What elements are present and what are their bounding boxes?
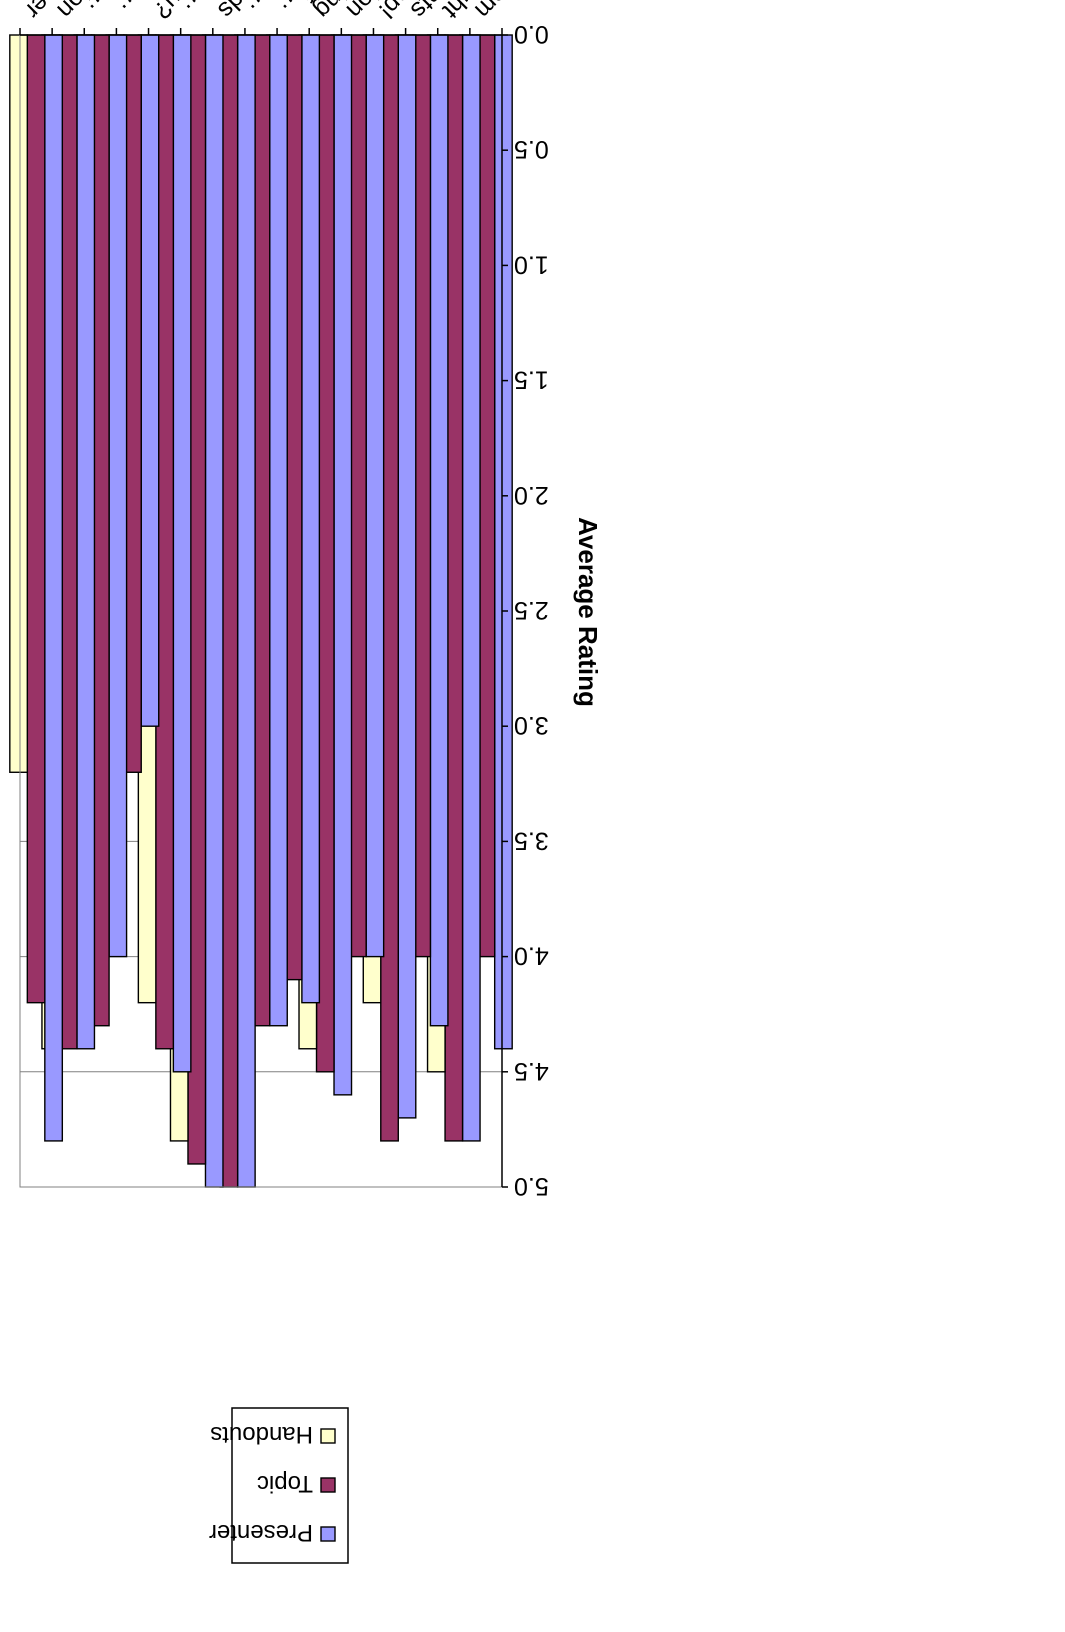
legend-label-handouts: Handouts <box>210 1421 313 1448</box>
bar-handouts-15 <box>9 34 29 773</box>
value-tick-label: 4.0 <box>514 942 549 970</box>
value-tick-label: 3.0 <box>514 711 549 739</box>
value-tick-label: 2.0 <box>514 481 549 509</box>
bar-presenter-8 <box>269 34 288 1027</box>
value-tick-label: 2.5 <box>514 596 549 624</box>
value-tick-label: 0.5 <box>514 135 549 163</box>
legend-swatch-handouts <box>320 1428 336 1444</box>
category-label-2: 21st Century Food for Thought <box>437 0 697 24</box>
bar-presenter-1 <box>493 34 513 1050</box>
bar-presenter-3 <box>429 34 449 1027</box>
bar-presenter-5 <box>365 34 385 958</box>
bar-presenter-14 <box>76 34 96 1050</box>
bar-presenter-15 <box>44 34 64 1142</box>
value-tick-label: 5.0 <box>514 1172 549 1200</box>
value-axis-title: Average Rating <box>573 517 603 707</box>
value-tick-label: 1.0 <box>514 250 549 278</box>
bar-presenter-7 <box>301 34 321 1004</box>
chart-rotated-group: 0.00.51.01.52.02.53.03.54.04.55.0Bits & … <box>9 0 904 1564</box>
bar-topic-15 <box>26 34 46 1004</box>
value-tick-label: 1.5 <box>514 366 549 394</box>
legend-swatch-topic <box>320 1477 336 1493</box>
value-tick-label: 3.5 <box>514 826 549 854</box>
bar-presenter-12 <box>140 34 160 727</box>
legend-label-presenter: Presenter <box>209 1519 313 1546</box>
bar-presenter-2 <box>461 34 481 1142</box>
bar-presenter-4 <box>397 34 417 1119</box>
value-tick-label: 4.5 <box>514 1057 549 1085</box>
bar-presenter-13 <box>108 34 128 958</box>
legend-label-topic: Topic <box>257 1470 313 1497</box>
bar-presenter-10 <box>204 34 224 1188</box>
value-tick-label: 0.0 <box>514 20 549 48</box>
bar-presenter-11 <box>172 34 192 1073</box>
bar-presenter-6 <box>333 34 353 1096</box>
legend-swatch-presenter <box>320 1526 336 1542</box>
bar-presenter-9 <box>236 34 256 1188</box>
